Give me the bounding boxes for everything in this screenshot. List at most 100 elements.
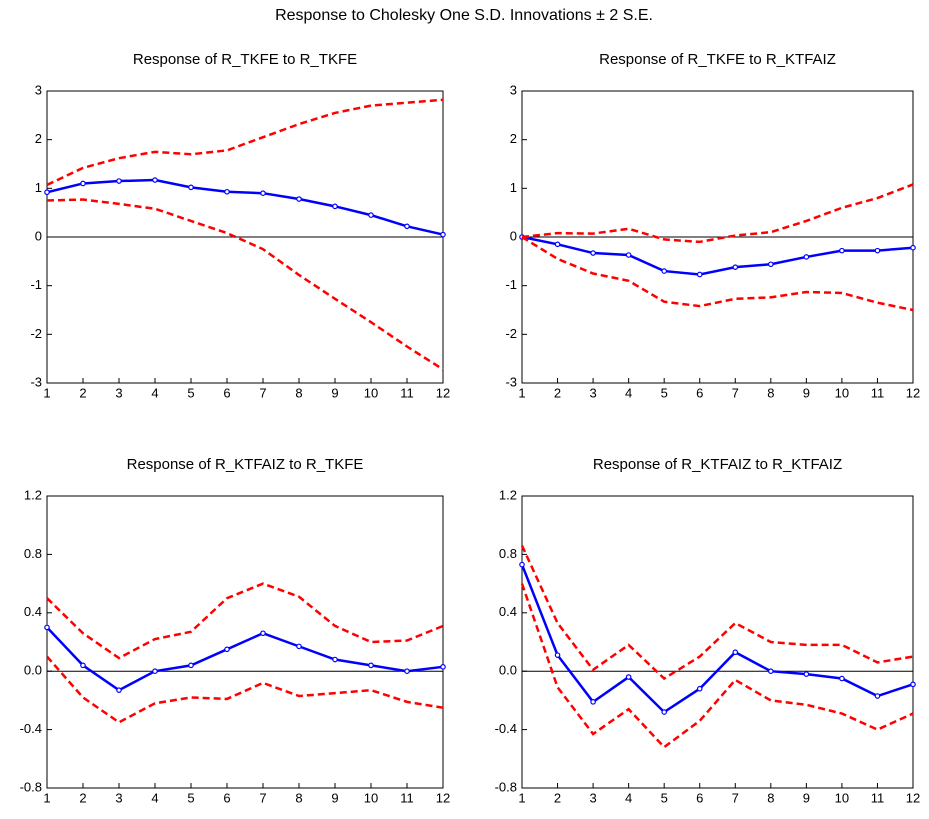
x-tick-label: 4 [625,790,632,805]
x-tick-label: 8 [295,790,302,805]
point [404,223,410,230]
point [732,649,739,656]
x-tick-label: 9 [331,385,338,400]
y-tick-label: -3 [505,374,517,389]
x-tick-label: 9 [331,790,338,805]
x-tick-label: 6 [696,385,703,400]
series-line [46,198,444,371]
x-tick-label: 11 [400,790,414,805]
point [768,261,774,268]
x-tick-label: 1 [518,385,525,400]
point [368,212,374,218]
x-tick-label: 7 [732,385,739,400]
x-tick-label: 2 [79,790,86,805]
point [554,241,561,248]
series-line [520,583,914,749]
point [368,662,374,669]
x-tick-label: 7 [259,385,266,400]
point [296,196,302,202]
series-line [46,582,444,660]
point [696,271,703,278]
point [874,247,881,254]
y-tick-label: 1 [35,180,42,195]
x-tick-label: 7 [732,790,739,805]
x-tick-label: 10 [364,790,378,805]
point [625,252,632,258]
x-tick-label: 1 [43,385,50,400]
y-tick-label: 0.0 [499,663,517,678]
point [519,561,525,568]
y-tick-label: 0.0 [24,663,42,678]
point [188,184,194,191]
series-line [46,655,444,724]
x-tick-label: 10 [364,385,378,400]
point [440,664,446,670]
chart-title: Response to Cholesky One S.D. Innovation… [275,7,653,24]
subplot-title: Response of R_TKFE to R_KTFAIZ [599,51,836,68]
y-tick-label: 0.4 [24,604,42,619]
point [224,188,230,195]
x-tick-label: 12 [436,790,450,805]
point [296,643,302,650]
point [44,624,50,631]
point [803,254,810,260]
x-tick-label: 12 [906,790,920,805]
point [696,685,703,692]
series-line [521,235,914,276]
point [116,687,122,693]
y-tick-label: 0.4 [499,604,517,619]
plot-frame [521,495,914,789]
y-tick-label: 0.8 [499,546,517,561]
point [260,630,266,637]
x-tick-label: 10 [835,385,849,400]
x-tick-label: 3 [115,790,122,805]
point [188,662,194,669]
x-tick-label: 7 [259,790,266,805]
y-tick-label: 0 [510,228,517,243]
y-tick-label: 0 [35,228,42,243]
point [80,180,86,187]
x-tick-label: 11 [871,385,885,400]
series-line [520,564,914,714]
point [661,268,667,274]
series-line [46,178,444,236]
y-tick-label: -0.8 [495,779,517,794]
series-line [46,626,444,692]
point [332,203,338,210]
x-tick-label: 5 [661,790,668,805]
point [874,693,881,699]
y-tick-label: -2 [505,326,517,341]
x-tick-label: 5 [187,790,194,805]
point [152,177,158,183]
y-tick-label: -1 [30,277,42,292]
point [661,709,667,715]
x-tick-label: 3 [589,790,596,805]
point [590,250,596,256]
x-tick-label: 2 [79,385,86,400]
series-line [520,545,914,681]
subplot-title: Response of R_KTFAIZ to R_TKFE [127,456,364,473]
x-tick-label: 1 [518,790,525,805]
series-line [521,235,914,312]
x-tick-label: 2 [554,385,561,400]
y-tick-label: -3 [30,374,42,389]
point [440,231,446,238]
y-tick-label: -1 [505,277,517,292]
x-tick-label: 12 [436,385,450,400]
x-tick-label: 2 [554,790,561,805]
x-tick-label: 8 [295,385,302,400]
point [732,264,739,270]
point [803,671,810,677]
y-tick-label: 1.2 [24,487,42,502]
x-tick-label: 6 [223,790,230,805]
point [116,178,122,184]
series-line [46,98,444,187]
x-tick-label: 10 [835,790,849,805]
x-tick-label: 12 [906,385,920,400]
x-tick-label: 4 [625,385,632,400]
x-tick-label: 1 [43,790,50,805]
y-tick-label: 1 [510,180,517,195]
subplot-title: Response of R_TKFE to R_TKFE [133,51,357,68]
y-tick-label: 2 [35,131,42,146]
